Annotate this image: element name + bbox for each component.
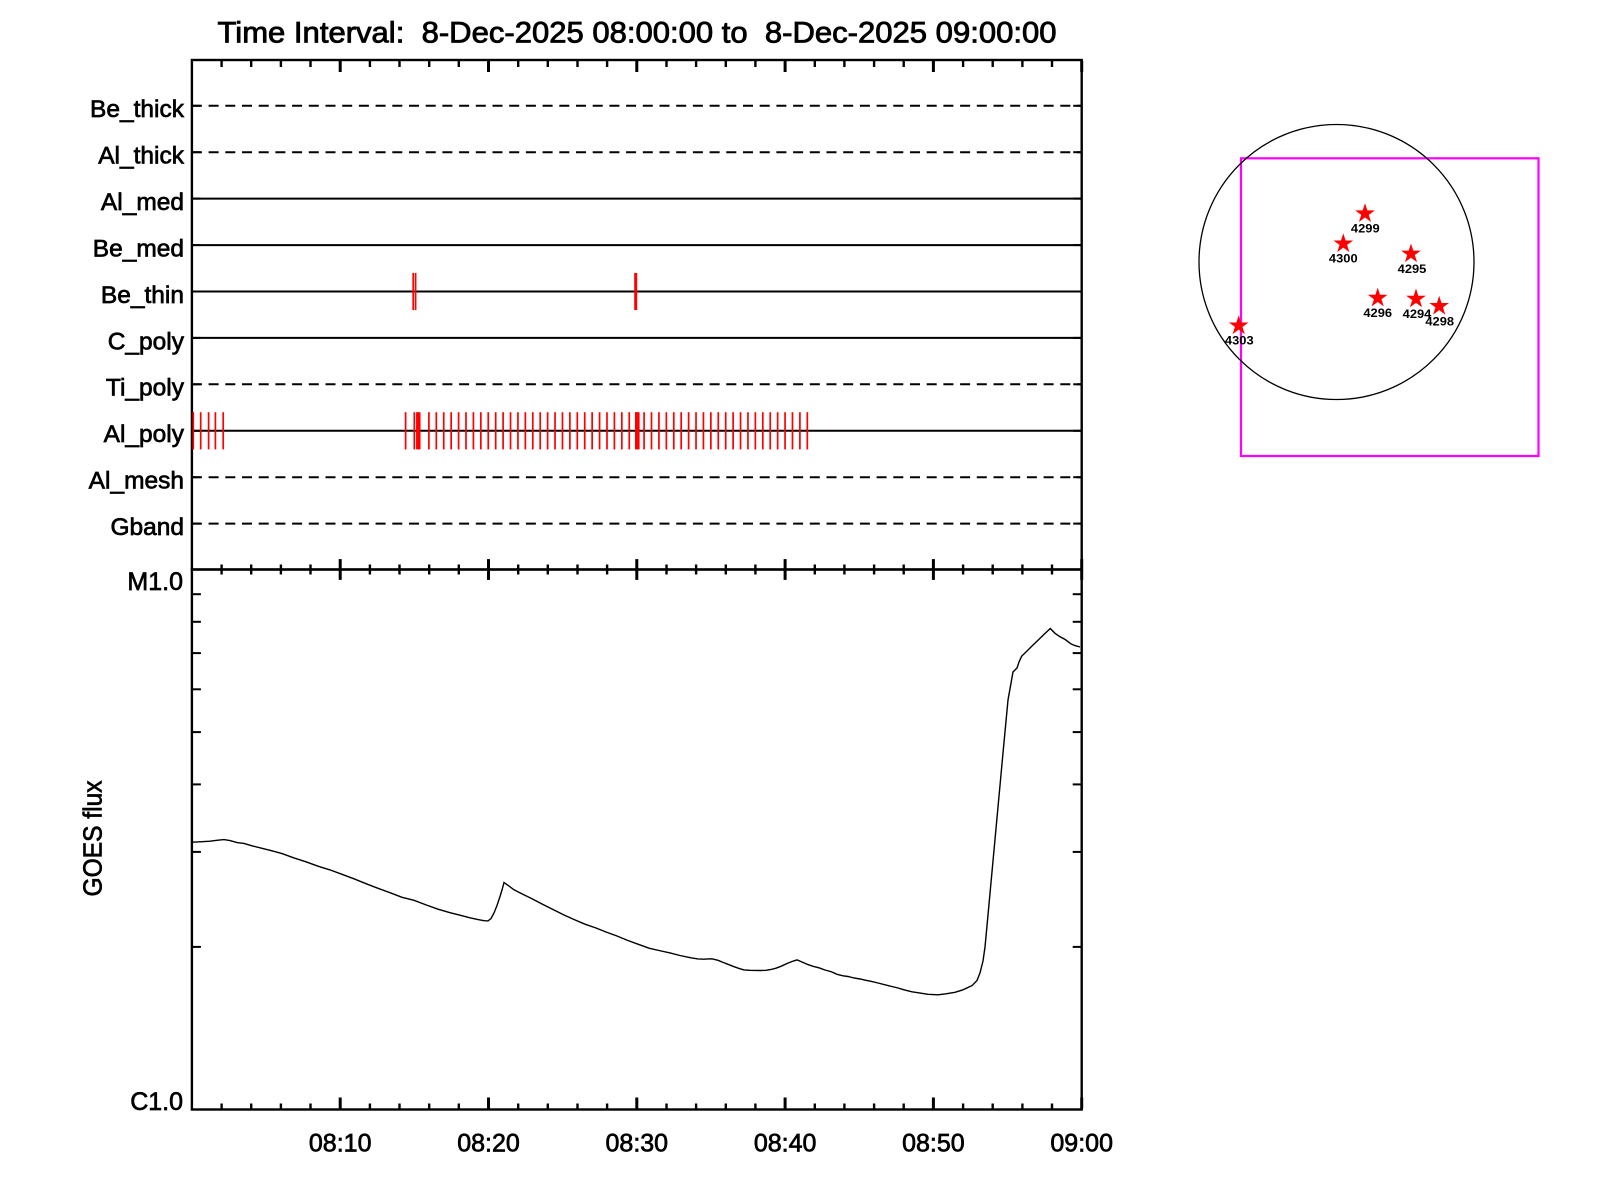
svg-text:08:40: 08:40: [754, 1130, 817, 1158]
svg-text:4294: 4294: [1403, 307, 1432, 321]
svg-text:Time Interval: 8-Dec-2025 08:: Time Interval: 8-Dec-2025 08:00:00 to 8-…: [218, 16, 1057, 49]
svg-text:4299: 4299: [1351, 222, 1380, 236]
svg-text:4303: 4303: [1225, 334, 1254, 348]
svg-text:Gband: Gband: [110, 514, 184, 541]
svg-text:GOES flux: GOES flux: [80, 780, 108, 896]
svg-text:C_poly: C_poly: [108, 328, 185, 355]
svg-text:Al_mesh: Al_mesh: [89, 468, 184, 495]
svg-text:Ti_poly: Ti_poly: [106, 375, 185, 402]
svg-text:C1.0: C1.0: [130, 1088, 183, 1116]
svg-text:Al_poly: Al_poly: [104, 421, 185, 448]
svg-text:Al_thick: Al_thick: [98, 143, 185, 170]
svg-text:09:00: 09:00: [1050, 1130, 1113, 1158]
svg-text:4296: 4296: [1363, 306, 1392, 320]
svg-text:Al_med: Al_med: [101, 189, 184, 216]
svg-text:4295: 4295: [1398, 262, 1427, 276]
svg-text:Be_thick: Be_thick: [90, 96, 185, 123]
svg-text:08:50: 08:50: [902, 1130, 965, 1158]
svg-text:Be_thin: Be_thin: [101, 282, 184, 309]
svg-text:Be_med: Be_med: [93, 236, 184, 263]
svg-text:4298: 4298: [1425, 314, 1454, 328]
svg-text:08:20: 08:20: [457, 1130, 520, 1158]
svg-text:08:10: 08:10: [309, 1130, 372, 1158]
svg-text:08:30: 08:30: [606, 1130, 669, 1158]
svg-text:4300: 4300: [1329, 252, 1358, 266]
svg-text:M1.0: M1.0: [127, 568, 183, 596]
